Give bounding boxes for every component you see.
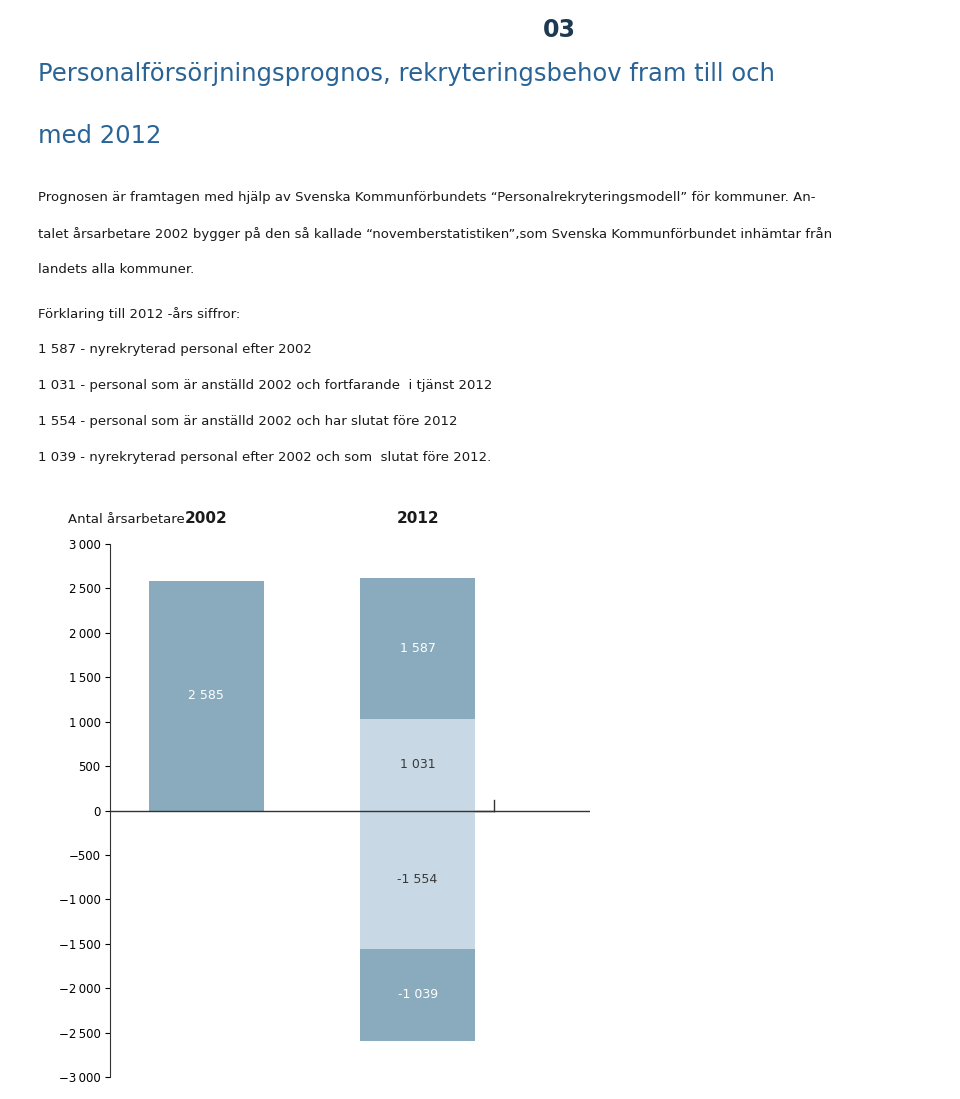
Text: 2012: 2012 — [396, 511, 439, 526]
Text: 1 031: 1 031 — [399, 758, 436, 771]
Text: Prognosen är framtagen med hjälp av Svenska Kommunförbundets “Personalrekryterin: Prognosen är framtagen med hjälp av Sven… — [38, 191, 816, 204]
Text: landets alla kommuner.: landets alla kommuner. — [38, 264, 195, 276]
Bar — [360, 719, 475, 811]
Text: 1 587 - nyrekryterad personal efter 2002: 1 587 - nyrekryterad personal efter 2002 — [38, 343, 312, 356]
Text: Personalförsörjningsprognos, rekryteringsbehov fram till och: Personalförsörjningsprognos, rekrytering… — [38, 62, 776, 86]
Text: 2002: 2002 — [185, 511, 228, 526]
Text: -1 039: -1 039 — [397, 988, 438, 1001]
Bar — [360, 811, 475, 948]
Text: -1 554: -1 554 — [397, 873, 438, 886]
Text: Antal årsarbetare: Antal årsarbetare — [68, 513, 185, 526]
Text: 1 554 - personal som är anställd 2002 och har slutat före 2012: 1 554 - personal som är anställd 2002 oc… — [38, 414, 458, 428]
Text: Personalredovisning: Personalredovisning — [352, 16, 492, 30]
Text: 10: 10 — [24, 16, 41, 30]
Bar — [360, 578, 475, 719]
Text: Förklaring till 2012 -års siffror:: Förklaring till 2012 -års siffror: — [38, 307, 241, 321]
Circle shape — [527, 0, 591, 64]
Bar — [360, 948, 475, 1041]
Text: 2 585: 2 585 — [188, 689, 225, 702]
Text: 1 031 - personal som är anställd 2002 och fortfarande  i tjänst 2012: 1 031 - personal som är anställd 2002 oc… — [38, 379, 492, 391]
Text: talet årsarbetare 2002 bygger på den så kallade “novemberstatistiken”,som Svensk: talet årsarbetare 2002 bygger på den så … — [38, 227, 832, 242]
Text: 1 039 - nyrekryterad personal efter 2002 och som  slutat före 2012.: 1 039 - nyrekryterad personal efter 2002… — [38, 451, 492, 464]
Text: 1 587: 1 587 — [399, 642, 436, 655]
Text: 03: 03 — [542, 18, 575, 42]
Bar — [149, 581, 264, 811]
Text: med 2012: med 2012 — [38, 124, 162, 148]
